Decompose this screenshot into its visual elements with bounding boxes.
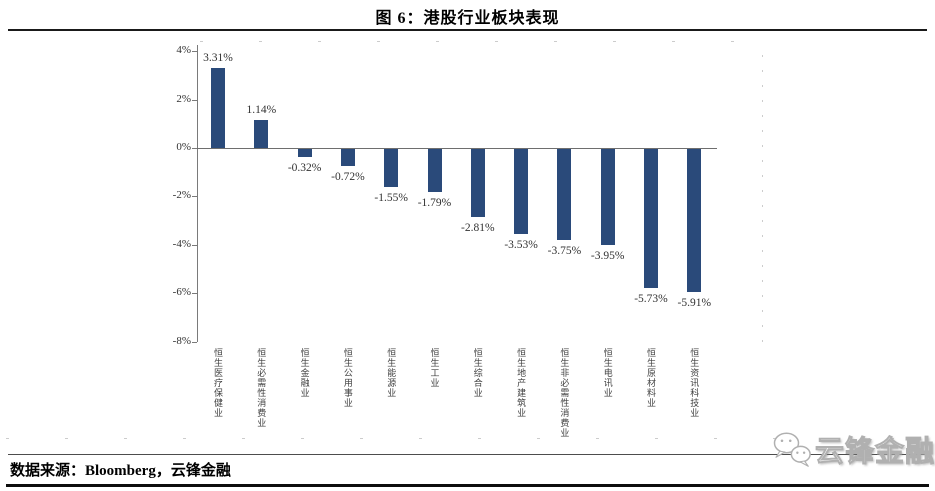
y-axis-tick-label: -6%	[172, 286, 191, 299]
sector-bar	[254, 120, 269, 148]
y-axis-tick-label: -8%	[172, 334, 191, 347]
category-label: 恒生非必需性消费业	[559, 348, 570, 438]
bar-value-label: -5.91%	[677, 297, 712, 310]
y-axis-line	[197, 45, 198, 342]
sector-bar	[211, 67, 225, 148]
bar-value-label: -2.81%	[461, 222, 495, 234]
y-axis-tick-label: 0%	[176, 141, 191, 153]
wechat-bubbles-icon	[773, 432, 811, 467]
y-axis-tick-label: 2%	[176, 92, 191, 105]
category-label: 恒生原材料业	[646, 348, 656, 408]
category-label: 恒生地产建筑业	[516, 348, 527, 418]
y-axis-tick	[192, 293, 197, 295]
zero-baseline	[197, 148, 717, 149]
sector-bar	[514, 149, 529, 235]
y-axis-tick	[192, 99, 197, 101]
bar-value-label: -0.32%	[287, 161, 322, 174]
brand-watermark: 云锋金融	[770, 424, 935, 474]
bar-value-label: -0.72%	[331, 171, 365, 184]
y-axis-tick	[192, 51, 197, 53]
sector-bar	[644, 149, 658, 288]
y-axis-tick	[192, 341, 197, 343]
right-tick-column	[762, 55, 763, 345]
sector-bar	[557, 149, 572, 240]
bar-value-label: -1.55%	[374, 191, 408, 204]
category-label: 恒生资讯科技业	[689, 348, 700, 418]
category-label: 恒生电讯业	[602, 348, 613, 398]
bar-value-label: 3.31%	[203, 51, 233, 64]
bar-value-label: -3.53%	[504, 239, 538, 252]
category-label: 恒生工业	[429, 348, 440, 388]
category-label: 恒生医疗保健业	[213, 348, 223, 418]
category-label: 恒生能源业	[386, 348, 397, 398]
y-axis-tick-label: -2%	[172, 189, 191, 202]
category-label: 恒生公用事业	[342, 348, 353, 408]
y-axis-tick	[192, 196, 197, 198]
top-tick-row	[200, 41, 762, 42]
bottom-tick-row	[6, 438, 931, 439]
y-axis-tick	[192, 148, 197, 149]
bar-value-label: 1.14%	[246, 104, 277, 117]
sector-bar	[427, 149, 442, 193]
footer-divider-thin	[8, 454, 927, 455]
footer-divider-thick	[6, 484, 929, 487]
sector-bar	[384, 149, 399, 187]
data-source-label: 数据来源：Bloomberg，云锋金融	[10, 463, 231, 479]
sector-bar	[340, 149, 355, 167]
bar-value-label: -3.75%	[547, 244, 582, 257]
y-axis-tick-label: 4%	[176, 44, 191, 57]
title-divider	[8, 29, 927, 31]
category-label: 恒生必需性消费业	[256, 348, 267, 428]
sector-bar	[687, 149, 702, 293]
sector-bar	[470, 149, 485, 217]
bar-value-label: -1.79%	[417, 197, 452, 210]
y-axis-tick-label: -4%	[172, 237, 191, 250]
sector-bar	[600, 149, 615, 245]
category-label: 恒生综合业	[472, 348, 483, 398]
bar-value-label: -5.73%	[634, 292, 668, 305]
watermark-text: 云锋金融	[814, 436, 935, 469]
figure-title: 图 6：港股行业板块表现	[375, 10, 560, 27]
y-axis-tick	[192, 244, 197, 246]
category-label: 恒生金融业	[299, 348, 310, 398]
bar-value-label: -3.95%	[590, 249, 625, 262]
sector-bar	[297, 149, 312, 157]
